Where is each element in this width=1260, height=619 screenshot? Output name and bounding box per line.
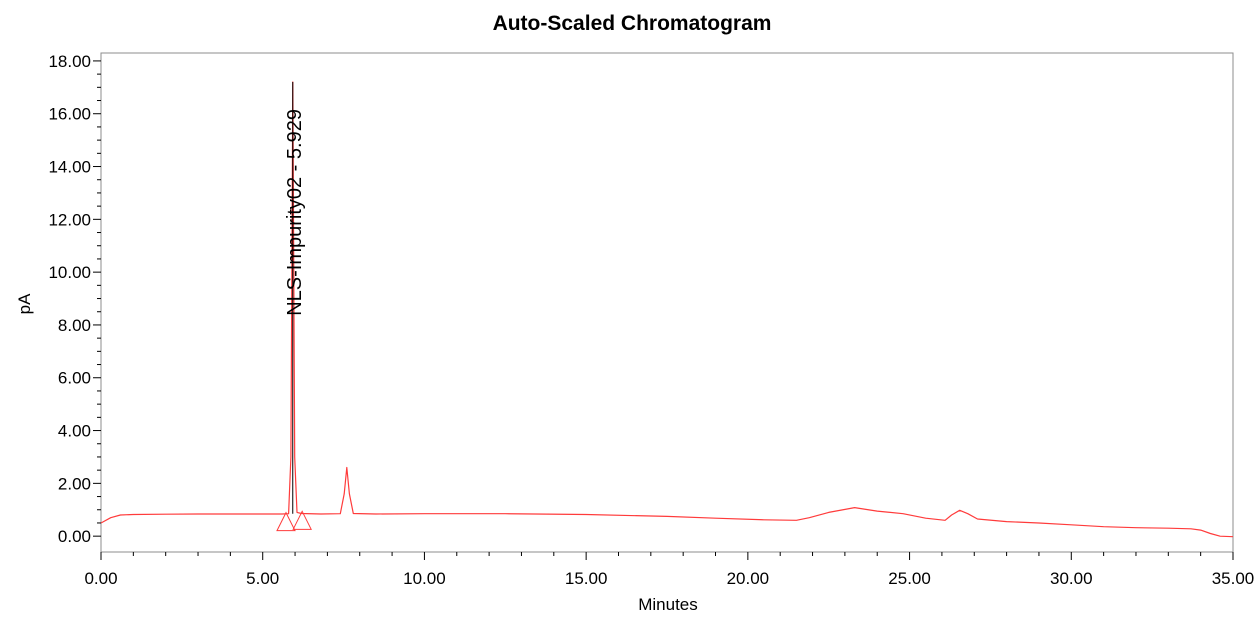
x-tick-label: 10.00 bbox=[403, 569, 446, 588]
y-tick-label: 2.00 bbox=[58, 474, 91, 493]
x-tick-label: 25.00 bbox=[888, 569, 931, 588]
chart-title: Auto-Scaled Chromatogram bbox=[492, 12, 772, 35]
chromatogram-trace bbox=[100, 81, 1234, 538]
y-tick-label: 16.00 bbox=[48, 105, 91, 124]
y-tick-label: 12.00 bbox=[48, 210, 91, 229]
y-tick-label: 18.00 bbox=[48, 52, 91, 71]
integration-marker-triangle bbox=[276, 511, 296, 532]
y-tick-label: 14.00 bbox=[48, 158, 91, 177]
peak-label: NLS-Impurity02 - 5.929 bbox=[284, 109, 306, 316]
x-tick-label: 0.00 bbox=[84, 569, 117, 588]
x-tick-label: 5.00 bbox=[246, 569, 279, 588]
y-tick-label: 6.00 bbox=[58, 369, 91, 388]
y-tick-label: 10.00 bbox=[48, 263, 91, 282]
y-tick-label: 0.00 bbox=[58, 527, 91, 546]
x-tick-label: 35.00 bbox=[1212, 569, 1255, 588]
annotations: NLS-Impurity02 - 5.929 bbox=[284, 82, 306, 514]
plot-frame bbox=[100, 52, 1234, 553]
y-axis-title: pA bbox=[15, 293, 34, 314]
x-axis-title: Minutes bbox=[638, 595, 698, 614]
x-tick-label: 15.00 bbox=[565, 569, 608, 588]
y-tick-label: 4.00 bbox=[58, 422, 91, 441]
axis-ticks bbox=[93, 60, 1234, 560]
integration-marker-triangle bbox=[292, 510, 312, 530]
integration-markers bbox=[276, 510, 312, 532]
x-tick-label: 30.00 bbox=[1050, 569, 1093, 588]
tick-labels: 0.00 5.00 10.00 15.00 20.00 25.00 30.00 35.00 0.… bbox=[48, 52, 1254, 588]
x-tick-label: 20.00 bbox=[727, 569, 770, 588]
series-layer bbox=[100, 81, 1234, 538]
y-tick-label: 8.00 bbox=[58, 316, 91, 335]
